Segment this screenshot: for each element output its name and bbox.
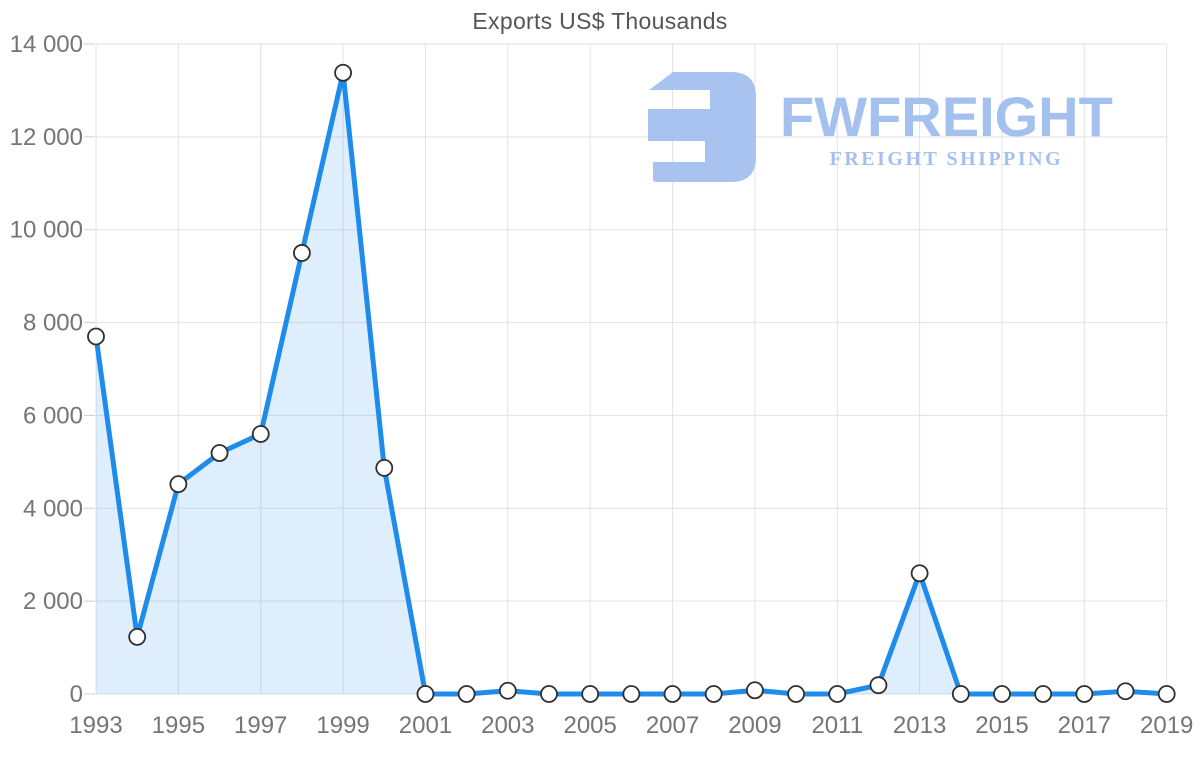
x-tick-label: 1995	[152, 712, 205, 739]
data-point-2014[interactable]	[951, 685, 970, 703]
y-tick-label: 14 000	[10, 31, 83, 58]
data-point-2004[interactable]	[540, 685, 558, 703]
data-point-2006[interactable]	[622, 685, 641, 703]
y-tick-label: 10 000	[10, 217, 83, 244]
y-tick-label: 6 000	[23, 402, 83, 429]
data-point-2002[interactable]	[457, 685, 476, 703]
data-point-2003[interactable]	[498, 681, 517, 700]
x-tick-label: 2015	[975, 712, 1028, 739]
data-point-2016[interactable]	[1034, 685, 1053, 703]
data-point-2012[interactable]	[869, 676, 888, 695]
y-tick-label: 8 000	[23, 310, 83, 337]
data-point-2011[interactable]	[828, 685, 847, 703]
data-point-2000[interactable]	[375, 458, 394, 477]
x-tick-label: 1999	[316, 712, 369, 739]
x-tick-label: 2019	[1140, 712, 1193, 739]
x-tick-label: 2011	[811, 712, 863, 739]
x-tick-label: 1997	[234, 712, 287, 739]
x-tick-label: 2003	[481, 712, 534, 739]
data-point-1996[interactable]	[210, 444, 229, 462]
y-tick-label: 0	[70, 681, 83, 708]
data-point-1999[interactable]	[334, 63, 352, 82]
data-point-2009[interactable]	[745, 681, 764, 700]
x-tick-label: 2009	[728, 712, 781, 739]
data-point-1998[interactable]	[293, 244, 311, 262]
data-point-2013[interactable]	[910, 564, 929, 583]
data-point-1995[interactable]	[169, 475, 188, 494]
y-tick-label: 12 000	[10, 124, 83, 151]
data-point-2010[interactable]	[787, 685, 805, 703]
x-tick-label: 2005	[563, 712, 616, 739]
chart-title: Exports US$ Thousands	[472, 8, 728, 34]
x-tick-label: 1993	[69, 712, 122, 739]
x-tick-label: 2013	[893, 712, 946, 739]
y-tick-label: 4 000	[23, 495, 83, 522]
data-point-2018[interactable]	[1116, 682, 1135, 701]
data-point-2015[interactable]	[993, 685, 1011, 703]
data-point-1997[interactable]	[251, 425, 270, 443]
data-point-2005[interactable]	[581, 685, 600, 703]
data-point-2008[interactable]	[704, 685, 723, 703]
data-point-1994[interactable]	[128, 627, 147, 646]
area-fill	[96, 72, 1167, 695]
data-point-1993[interactable]	[87, 327, 105, 346]
x-tick-label: 2001	[399, 712, 452, 739]
data-point-2017[interactable]	[1075, 685, 1094, 703]
x-tick-label: 2007	[646, 712, 699, 739]
y-tick-label: 2 000	[23, 588, 83, 615]
x-tick-label: 2017	[1058, 712, 1111, 739]
data-point-2019[interactable]	[1157, 685, 1176, 703]
data-point-2007[interactable]	[663, 685, 682, 703]
data-point-2001[interactable]	[416, 685, 435, 703]
